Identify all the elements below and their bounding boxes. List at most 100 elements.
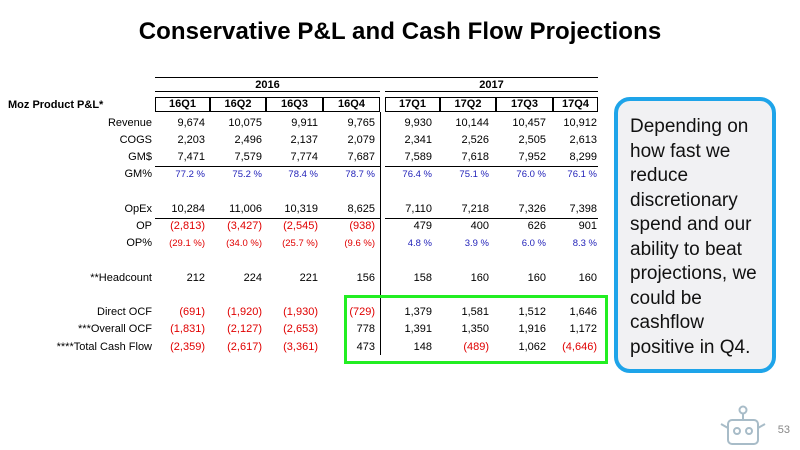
page-number: 53 <box>777 424 790 436</box>
year-2016: 2016 <box>255 79 280 91</box>
table-cell: 400 <box>470 220 489 232</box>
row-label: COGS <box>119 134 152 146</box>
table-cell: 7,687 <box>347 151 375 163</box>
table-cell: 212 <box>186 272 205 284</box>
table-cell: 2,526 <box>461 134 489 146</box>
table-cell: 8,625 <box>347 203 375 215</box>
row-label: **Headcount <box>90 272 152 284</box>
table-cell: (691) <box>179 306 205 318</box>
year-divider <box>380 112 381 355</box>
slide-title: Conservative P&L and Cash Flow Projectio… <box>138 18 662 45</box>
table-cell: 2,496 <box>234 134 262 146</box>
callout-box: Depending on how fast we reduce discreti… <box>614 97 776 373</box>
table-cell: (29.1 %) <box>169 238 205 249</box>
table-cell: 7,471 <box>177 151 205 163</box>
table-cell: (729) <box>349 306 375 318</box>
table-cell: (1,920) <box>227 306 262 318</box>
table-cell: 2,203 <box>177 134 205 146</box>
table-cell: 4.8 % <box>407 238 432 249</box>
row-label: OP <box>136 220 152 232</box>
table-cell: 76.1 % <box>567 169 597 180</box>
table-cell: (2,813) <box>170 220 205 232</box>
table-cell: (4,646) <box>562 341 597 353</box>
table-cell: (25.7 %) <box>282 238 318 249</box>
table-cell: 9,911 <box>291 117 318 129</box>
table-cell: 1,916 <box>518 323 546 335</box>
table-cell: 7,110 <box>405 203 432 215</box>
table-cell: (489) <box>463 341 489 353</box>
row-label: GM% <box>124 168 153 180</box>
table-cell: 78.7 % <box>345 169 375 180</box>
table-cell: (2,653) <box>283 323 318 335</box>
quarter-header: 16Q3 <box>266 97 323 112</box>
robot-logo-icon <box>720 405 766 445</box>
row-rule <box>155 218 380 219</box>
table-cell: 1,391 <box>404 323 432 335</box>
year-2017: 2017 <box>479 79 504 91</box>
quarter-header: 17Q3 <box>496 97 553 112</box>
row-label: Direct OCF <box>97 306 152 318</box>
table-cell: 7,218 <box>461 203 489 215</box>
row-label: OP% <box>126 237 152 249</box>
year-rule-2017 <box>385 91 598 92</box>
table-cell: (1,831) <box>170 323 205 335</box>
table-cell: 7,618 <box>461 151 489 163</box>
quarter-header: 17Q4 <box>553 97 598 112</box>
table-cell: 7,398 <box>569 203 597 215</box>
table-cell: 2,137 <box>290 134 318 146</box>
table-cell: 158 <box>413 272 432 284</box>
table-cell: 7,952 <box>518 151 546 163</box>
table-cell: 221 <box>299 272 318 284</box>
callout-text: Depending on how fast we reduce discreti… <box>630 116 757 358</box>
table-cell: 2,613 <box>569 134 597 146</box>
table-cell: 2,341 <box>404 134 432 146</box>
table-cell: 77.2 % <box>175 169 205 180</box>
table-cell: 1,581 <box>461 306 489 318</box>
row-label: GM$ <box>128 151 152 163</box>
table-cell: 778 <box>356 323 375 335</box>
table-cell: 156 <box>356 272 375 284</box>
table-cell: 6.0 % <box>521 238 546 249</box>
table-cell: 7,326 <box>518 203 546 215</box>
table-cell: 10,319 <box>284 203 318 215</box>
table-cell: (1,930) <box>283 306 318 318</box>
row-rule <box>385 166 598 167</box>
table-cell: 1,062 <box>518 341 546 353</box>
table-cell: 75.1 % <box>459 169 489 180</box>
quarter-header: 17Q2 <box>440 97 496 112</box>
table-cell: 78.4 % <box>288 169 318 180</box>
row-rule <box>155 166 380 167</box>
table-cell: 9,674 <box>177 117 205 129</box>
table-cell: 1,379 <box>404 306 432 318</box>
table-cell: 11,006 <box>229 203 262 215</box>
table-cell: 7,579 <box>234 151 262 163</box>
table-cell: 7,774 <box>290 151 318 163</box>
table-cell: 1,512 <box>518 306 546 318</box>
cashflow-highlight-box <box>344 295 608 364</box>
quarter-header: 16Q1 <box>155 97 210 112</box>
table-cell: 2,505 <box>518 134 546 146</box>
year-rule-2016 <box>155 91 380 92</box>
row-label: ****Total Cash Flow <box>56 341 152 353</box>
table-cell: 473 <box>356 341 375 353</box>
table-cell: (3,427) <box>227 220 262 232</box>
table-cell: 10,144 <box>455 117 489 129</box>
table-cell: 76.0 % <box>516 169 546 180</box>
table-cell: 1,350 <box>461 323 489 335</box>
table-cell: 76.4 % <box>402 169 432 180</box>
row-label: Revenue <box>107 117 152 129</box>
row-label: ***Overall OCF <box>78 323 152 335</box>
table-cell: (34.0 %) <box>226 238 262 249</box>
quarter-header: 16Q4 <box>323 97 380 112</box>
quarter-header: 16Q2 <box>210 97 266 112</box>
table-cell: (2,127) <box>227 323 262 335</box>
table-cell: (938) <box>349 220 375 232</box>
table-cell: 10,075 <box>228 117 262 129</box>
table-cell: 8,299 <box>569 151 597 163</box>
quarter-header: 17Q1 <box>385 97 440 112</box>
table-cell: 626 <box>527 220 546 232</box>
table-cell: 479 <box>413 220 432 232</box>
row-rule <box>385 218 598 219</box>
table-cell: 160 <box>527 272 546 284</box>
table-cell: 7,589 <box>404 151 432 163</box>
